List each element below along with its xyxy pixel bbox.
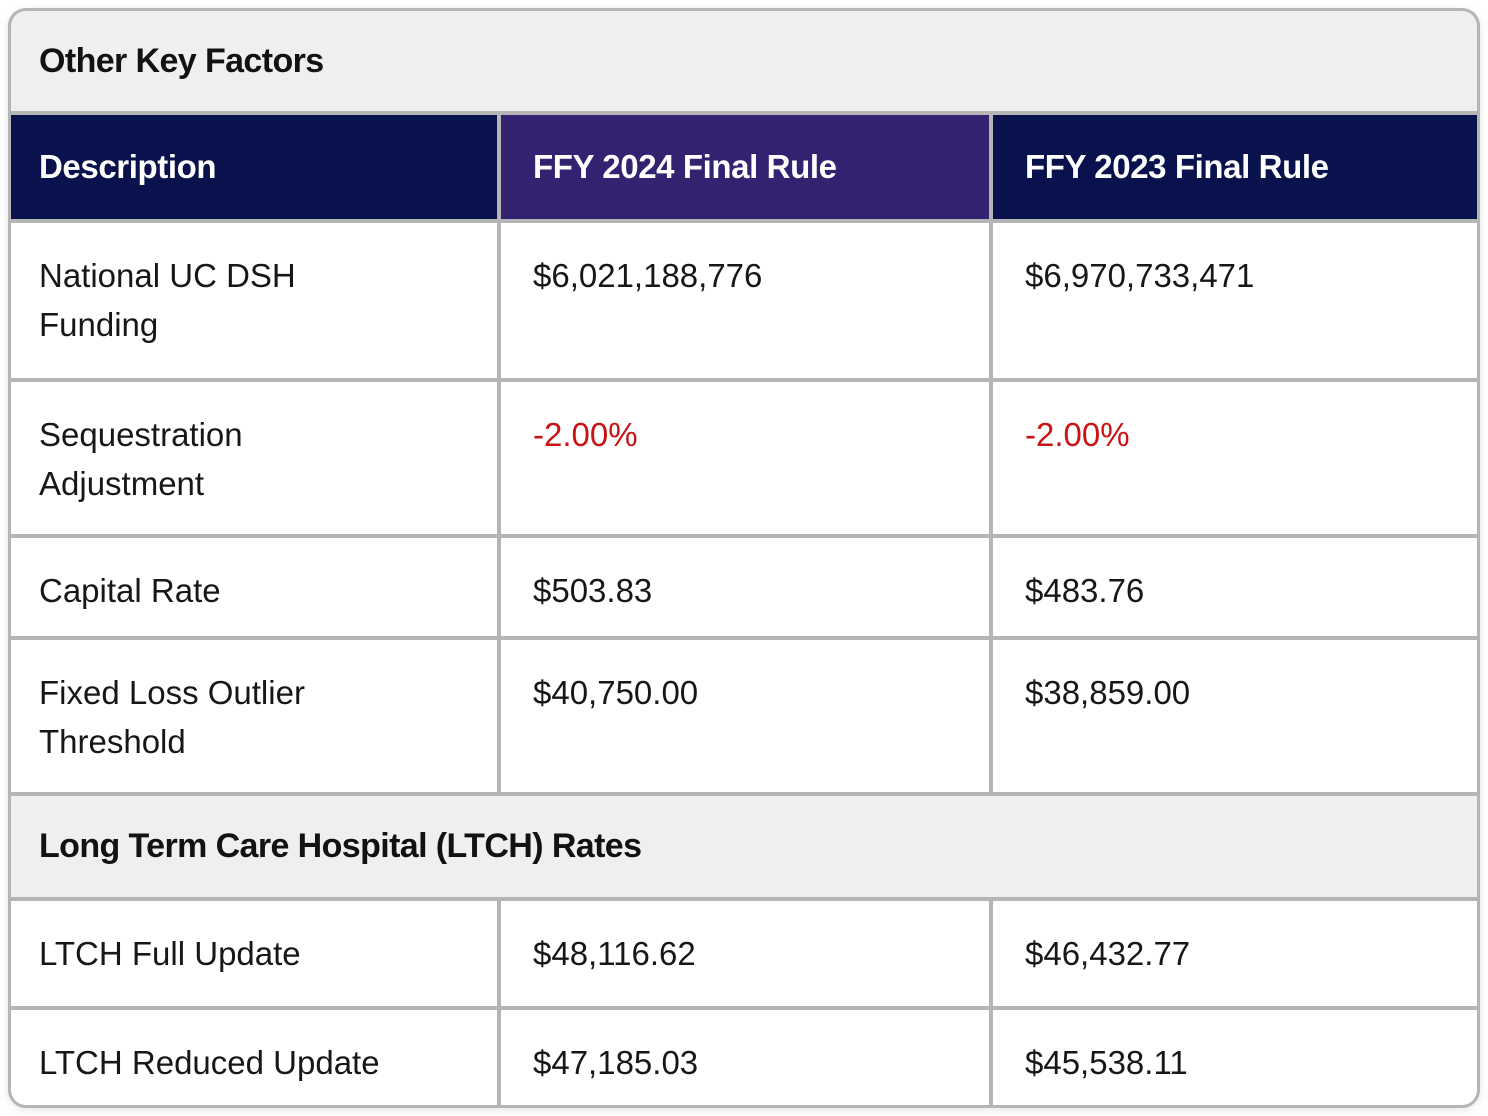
row-value-national-uc-dsh-funding-ffy2024: $6,021,188,776 <box>501 223 989 378</box>
row-value-sequestration-adjustment-ffy2023: -2.00% <box>993 382 1477 534</box>
row-label-national-uc-dsh-funding: National UC DSH Funding <box>11 223 497 378</box>
row-value-capital-rate-ffy2023: $483.76 <box>993 538 1477 636</box>
row-value-ltch-reduced-update-ffy2023: $45,538.11 <box>993 1010 1477 1105</box>
row-value-fixed-loss-outlier-threshold-ffy2023: $38,859.00 <box>993 640 1477 792</box>
row-label-capital-rate: Capital Rate <box>11 538 497 636</box>
column-header-ffy-2023-final-rule: FFY 2023 Final Rule <box>993 115 1477 219</box>
section-title: Long Term Care Hospital (LTCH) Rates <box>39 827 642 865</box>
section-header-ltch-rates: Long Term Care Hospital (LTCH) Rates <box>11 796 1477 897</box>
column-header-description: Description <box>11 115 497 219</box>
row-value-capital-rate-ffy2024: $503.83 <box>501 538 989 636</box>
row-value-ltch-full-update-ffy2023: $46,432.77 <box>993 901 1477 1006</box>
row-label-ltch-full-update: LTCH Full Update <box>11 901 497 1006</box>
row-value-sequestration-adjustment-ffy2024: -2.00% <box>501 382 989 534</box>
section-title: Other Key Factors <box>39 41 324 80</box>
row-value-fixed-loss-outlier-threshold-ffy2024: $40,750.00 <box>501 640 989 792</box>
row-value-national-uc-dsh-funding-ffy2023: $6,970,733,471 <box>993 223 1477 378</box>
column-header-ffy-2024-final-rule: FFY 2024 Final Rule <box>501 115 989 219</box>
row-value-ltch-reduced-update-ffy2024: $47,185.03 <box>501 1010 989 1105</box>
section-header-other-key-factors: Other Key Factors <box>11 11 1477 111</box>
row-value-ltch-full-update-ffy2024: $48,116.62 <box>501 901 989 1006</box>
row-label-ltch-reduced-update: LTCH Reduced Update <box>11 1010 497 1105</box>
row-label-fixed-loss-outlier-threshold: Fixed Loss Outlier Threshold <box>11 640 497 792</box>
row-label-sequestration-adjustment: Sequestration Adjustment <box>11 382 497 534</box>
rates-comparison-table: Other Key Factors Description FFY 2024 F… <box>8 8 1480 1108</box>
